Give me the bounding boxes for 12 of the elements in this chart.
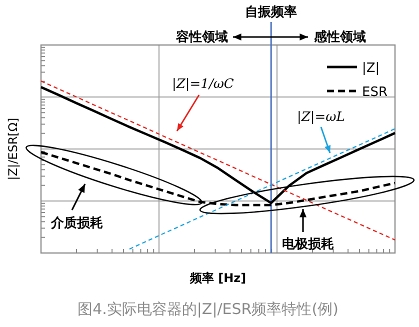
x-axis-title: 频率 [Hz] <box>188 271 246 285</box>
text: 容性领域 <box>175 29 228 45</box>
legend-label: ESR <box>362 85 388 100</box>
annotation: |Z|=1/ωC <box>172 77 234 92</box>
annotation: |Z|=ωL <box>297 110 345 125</box>
text: 感性领域 <box>313 29 366 45</box>
y-axis-title: |Z|/ESR[Ω] <box>6 118 20 180</box>
legend-label: |Z| <box>362 61 380 76</box>
text: 自振频率 <box>245 4 298 20</box>
annotation: 电极损耗 <box>282 236 334 252</box>
annotation: 介质损耗 <box>50 215 103 231</box>
caption: 图4.实际电容器的|Z|/ESR频率特性(例) <box>78 300 338 318</box>
